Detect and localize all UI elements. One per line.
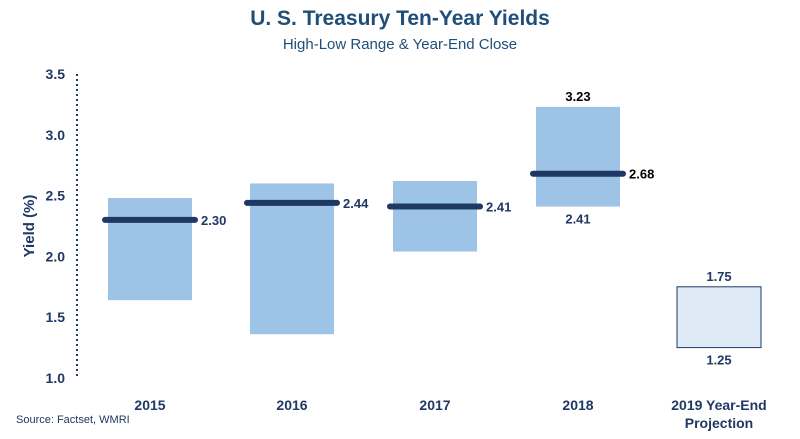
- chart-subtitle: High-Low Range & Year-End Close: [282, 36, 518, 53]
- close-value-label: 2.41: [486, 200, 511, 215]
- range-bar: [536, 106, 620, 207]
- high-value-label: 1.75: [706, 269, 731, 284]
- y-tick-label: 3.0: [46, 127, 66, 143]
- close-value-label: 2.68: [629, 167, 654, 182]
- x-category-label-line2: Projection: [685, 415, 753, 431]
- x-category-label: 2017: [419, 397, 450, 413]
- low-value-label: 2.41: [565, 212, 590, 227]
- x-category-label: 2018: [562, 397, 593, 413]
- y-axis-label: Yield (%): [21, 195, 38, 258]
- x-category-label: 2019 Year-End: [671, 397, 766, 413]
- y-tick-label: 2.5: [46, 188, 66, 204]
- range-bar: [108, 198, 192, 301]
- high-value-label: 3.23: [565, 89, 590, 104]
- range-bar: [250, 183, 334, 335]
- x-category-label: 2016: [276, 397, 307, 413]
- y-tick-label: 2.0: [46, 248, 66, 264]
- projection-range-bar: [676, 286, 762, 349]
- low-value-label: 1.25: [706, 353, 731, 368]
- y-tick-label: 1.0: [46, 370, 66, 386]
- y-tick-label: 3.5: [46, 66, 66, 82]
- chart-title: U. S. Treasury Ten-Year Yields: [250, 7, 550, 30]
- y-tick-label: 1.5: [46, 309, 66, 325]
- x-category-label: 2015: [134, 397, 165, 413]
- close-value-label: 2.30: [201, 213, 226, 228]
- range-bar: [393, 181, 477, 252]
- source-note: Source: Factset, WMRI: [16, 414, 130, 426]
- close-value-label: 2.44: [343, 196, 369, 211]
